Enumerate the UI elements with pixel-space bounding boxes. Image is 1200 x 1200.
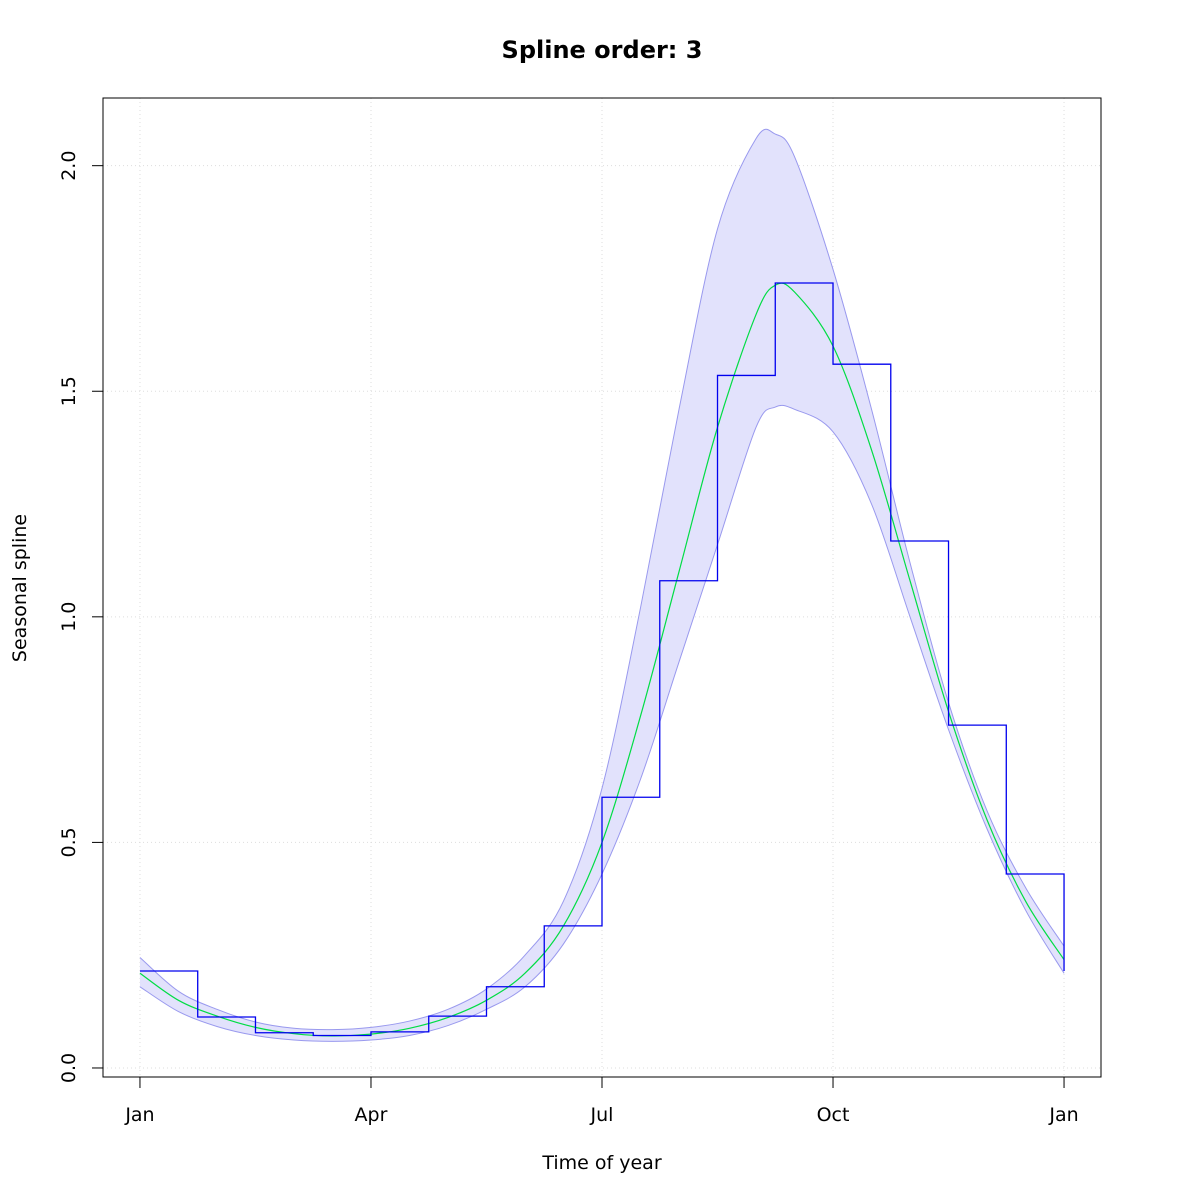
- band-upper-line: [139, 128, 1065, 1031]
- y-axis-label: Seasonal spline: [9, 514, 31, 662]
- y-tick-label-4: 2.0: [58, 151, 80, 181]
- series-lines: [139, 282, 1065, 1037]
- x-tick-label-4: Jan: [1048, 1104, 1078, 1126]
- x-tick-label-3: Oct: [817, 1104, 850, 1126]
- x-tick-label-2: Jul: [590, 1104, 614, 1126]
- y-tick-label-0: 0.0: [58, 1053, 80, 1083]
- y-tick-label-3: 1.5: [58, 376, 80, 406]
- x-axis-label: Time of year: [541, 1152, 661, 1174]
- y-tick-label-1: 0.5: [58, 827, 80, 857]
- x-tick-label-1: Apr: [355, 1104, 388, 1126]
- step-line: [139, 282, 1065, 1037]
- band-lower-line: [139, 404, 1065, 1042]
- grid: [103, 98, 1101, 1077]
- y-axis: 0.0 0.5 1.0 1.5 2.0: [58, 151, 104, 1083]
- y-tick-label-2: 1.0: [58, 602, 80, 632]
- x-axis: Jan Apr Jul Oct Jan: [124, 1076, 1079, 1126]
- x-tick-label-0: Jan: [124, 1104, 154, 1126]
- chart-title: Spline order: 3: [502, 36, 703, 64]
